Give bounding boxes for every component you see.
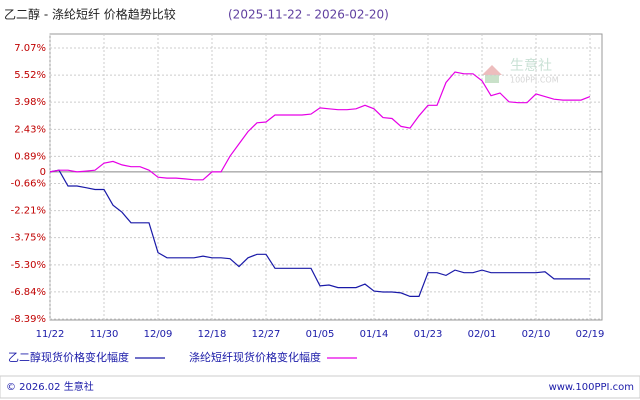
footer-band xyxy=(0,375,640,399)
y-tick-label: 0.89% xyxy=(14,151,46,162)
y-tick-label: -6.84% xyxy=(11,287,46,298)
x-tick-label: 12/09 xyxy=(144,329,173,340)
legend-label: 涤纶短纤现货价格变化幅度 xyxy=(189,350,321,364)
y-tick-label: 0 xyxy=(40,167,46,178)
x-tick-label: 11/30 xyxy=(90,329,119,340)
x-tick-label: 01/23 xyxy=(414,329,443,340)
y-tick-label: 3.98% xyxy=(14,97,46,108)
watermark-logo xyxy=(485,75,499,83)
plot-frame xyxy=(49,33,603,321)
x-tick-label: 12/18 xyxy=(198,329,227,340)
footer-left: © 2026.02 生意社 xyxy=(6,380,94,393)
watermark-subtitle: 100PPI.COM xyxy=(510,76,559,85)
x-tick-label: 01/05 xyxy=(306,329,335,340)
y-tick-label: 5.52% xyxy=(14,70,46,81)
y-tick-label: -8.39% xyxy=(11,314,46,325)
series-line xyxy=(49,71,591,181)
x-tick-label: 12/27 xyxy=(252,329,281,340)
x-tick-label: 11/22 xyxy=(36,329,65,340)
x-tick-label: 01/14 xyxy=(360,329,389,340)
x-tick-label: 02/19 xyxy=(576,329,605,340)
y-tick-label: 7.07% xyxy=(14,43,46,54)
watermark-title: 生意社 xyxy=(510,57,552,74)
x-tick-label: 02/01 xyxy=(468,329,497,340)
series-line xyxy=(49,169,590,297)
y-tick-label: -0.66% xyxy=(11,179,46,190)
y-tick-label: -2.21% xyxy=(11,206,46,217)
x-tick-label: 02/10 xyxy=(522,329,551,340)
watermark: 生意社 100PPI.COM xyxy=(482,57,559,85)
watermark-logo xyxy=(482,65,502,75)
chart-subtitle: (2025-11-22 - 2026-02-20) xyxy=(228,8,389,22)
y-tick-label: -5.30% xyxy=(11,260,46,271)
legend-label: 乙二醇现货价格变化幅度 xyxy=(8,350,129,364)
footer-right: www.100PPI.com xyxy=(549,382,634,393)
y-tick-label: -3.75% xyxy=(11,233,46,244)
chart-title: 乙二醇 - 涤纶短纤 价格趋势比较 xyxy=(4,7,176,22)
y-tick-label: 2.43% xyxy=(14,124,46,135)
